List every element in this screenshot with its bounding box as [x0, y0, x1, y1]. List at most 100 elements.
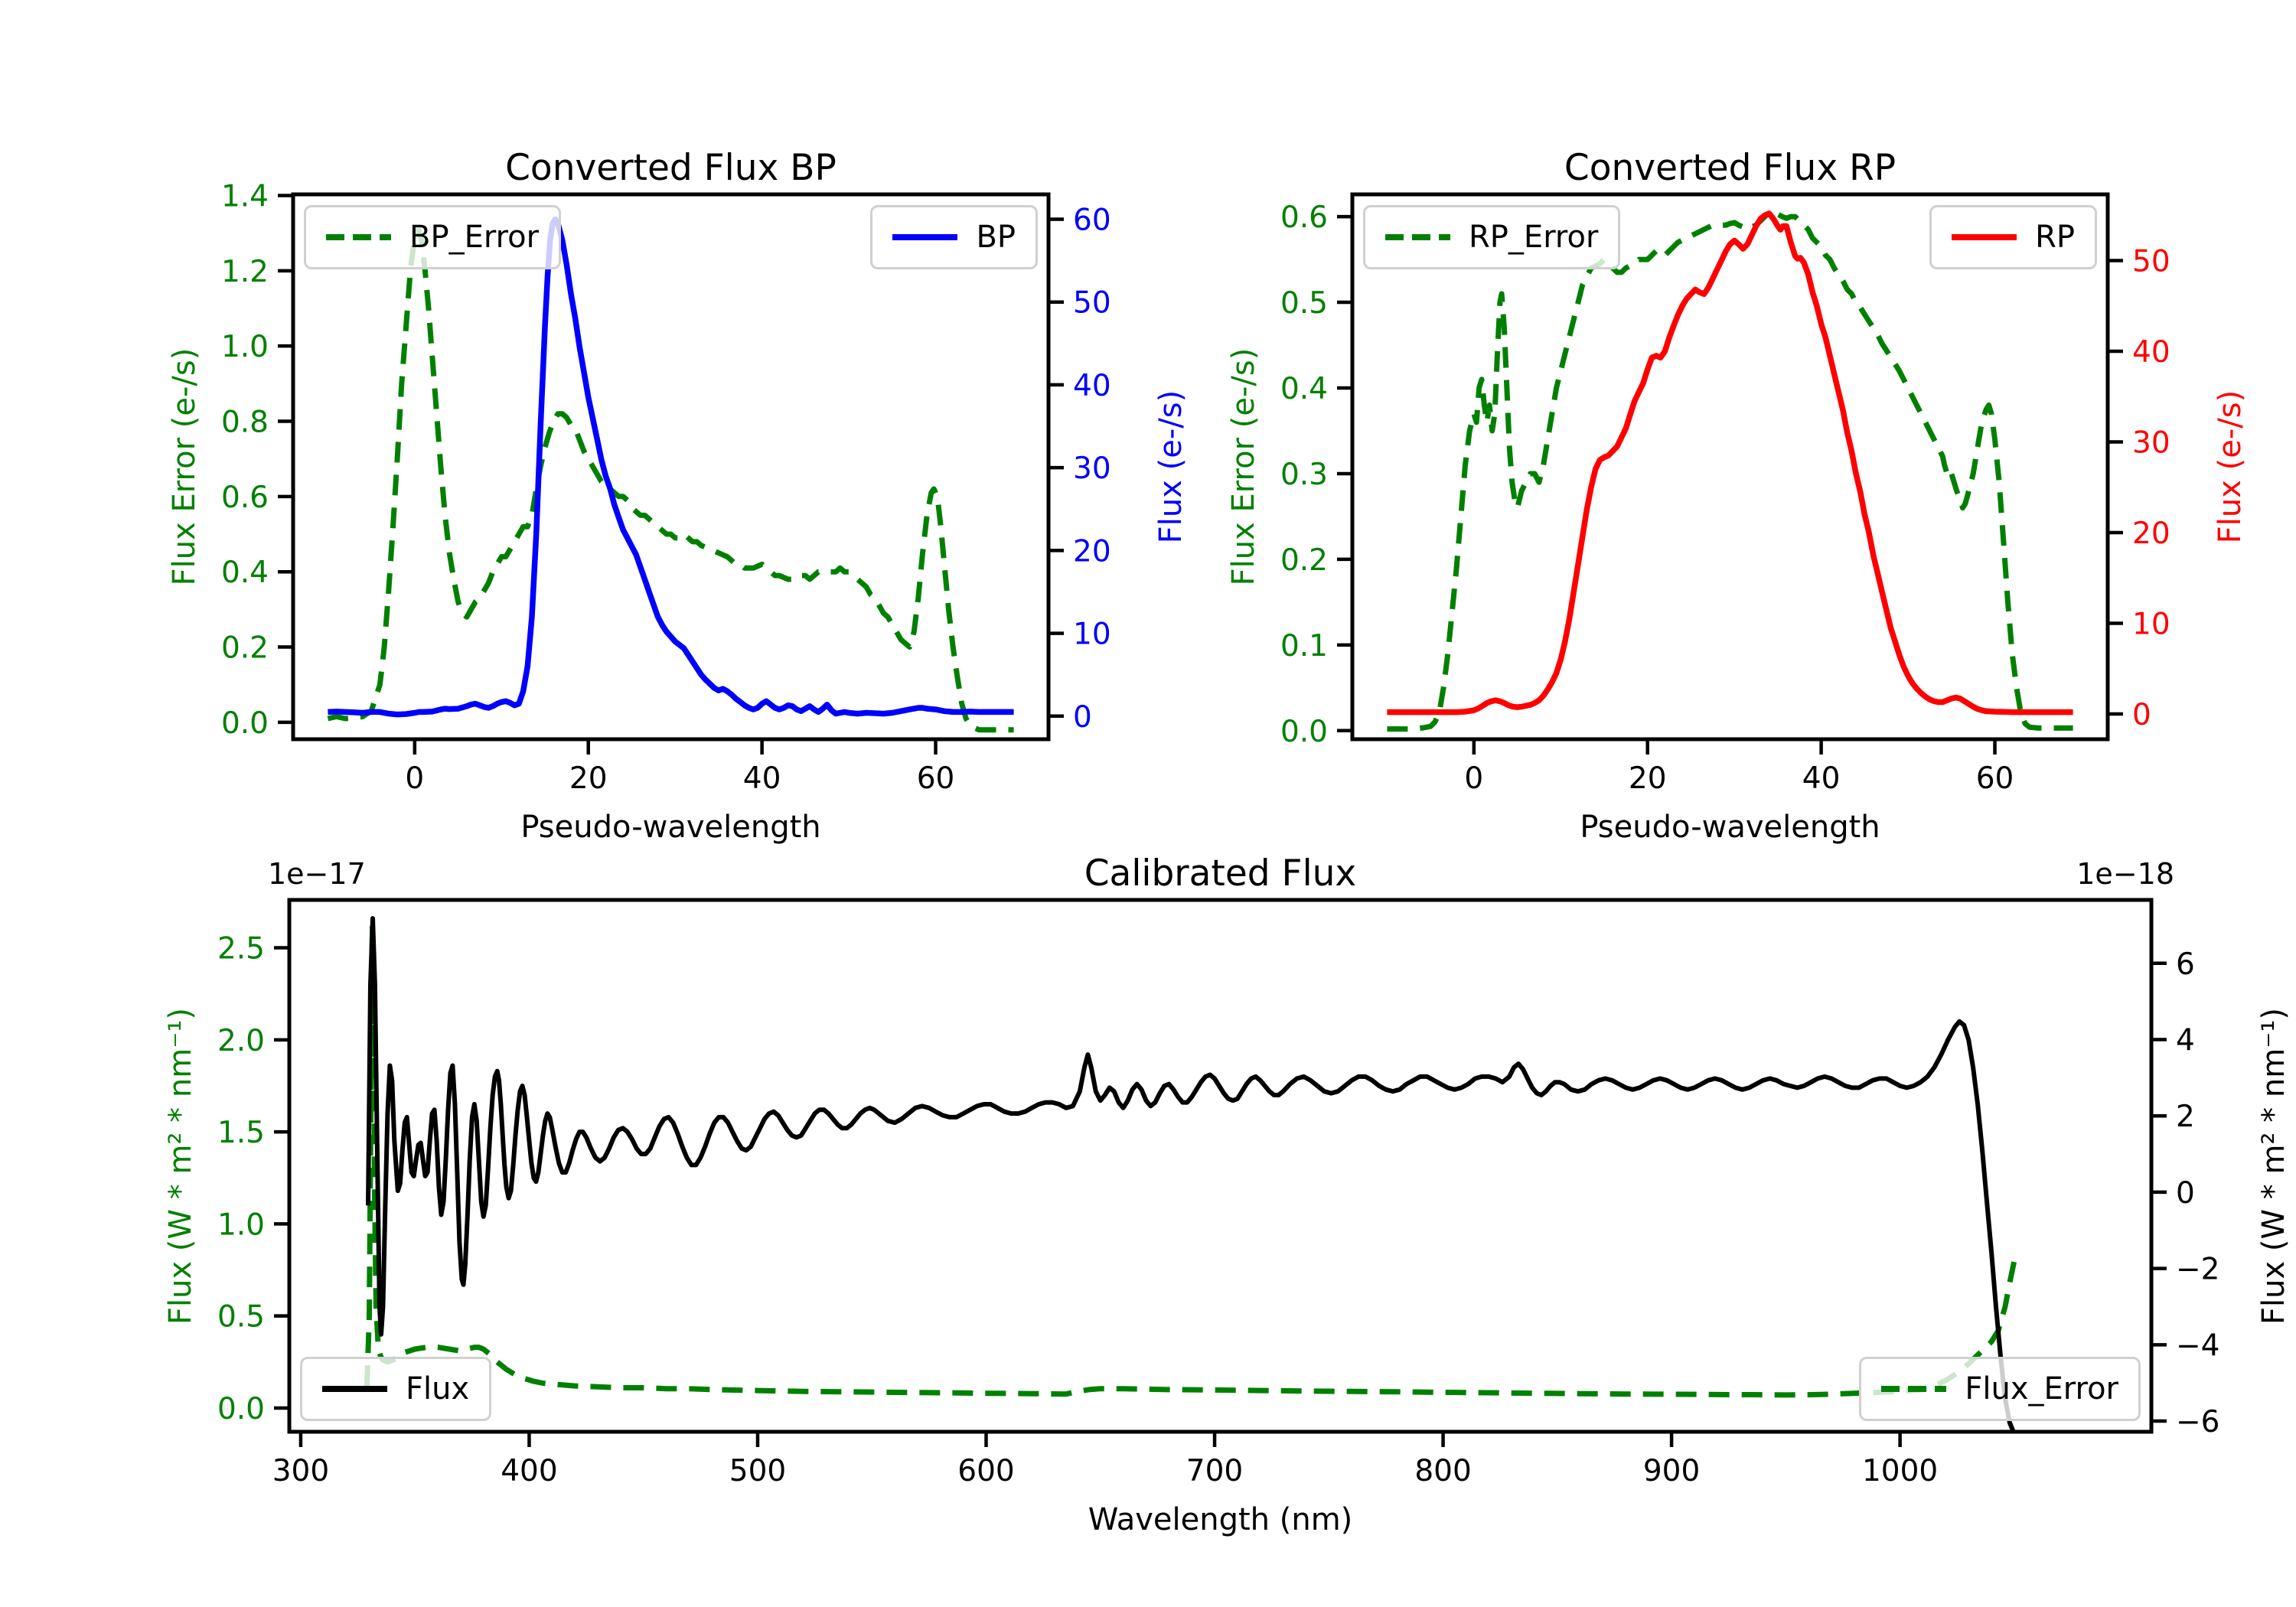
y-tick-label-right: 6 — [2176, 947, 2195, 982]
x-tick-label: 0 — [405, 761, 424, 796]
y-tick-label-left: 0.4 — [221, 556, 269, 590]
chart-bp-title: Converted Flux BP — [505, 147, 837, 189]
y-tick-label-right: −6 — [2176, 1405, 2220, 1439]
axes-spines — [1350, 192, 2110, 742]
legend-flux-error: Flux_Error — [1859, 1357, 2141, 1421]
x-tick-label: 600 — [957, 1454, 1014, 1488]
y-tick-label-left: 0.0 — [221, 706, 269, 741]
y-tick-label-left: 0.2 — [221, 631, 269, 666]
x-tick-label: 40 — [743, 761, 781, 796]
chart-bp-ylabel-right: Flux (e-/s) — [1153, 390, 1189, 544]
series-bp — [328, 216, 1014, 718]
y-tick-label-left: 0.0 — [1280, 715, 1328, 749]
y-tick-label-left: 0.2 — [1280, 543, 1328, 578]
y-tick-label-left: 2.5 — [217, 932, 265, 966]
y-tick-label-left: 1.4 — [221, 179, 269, 214]
y-tick-label-left: 1.0 — [217, 1208, 265, 1242]
rp-line-sample-icon — [1952, 234, 2017, 240]
y-tick-label-right: 10 — [2132, 607, 2170, 641]
y-tick-label-left: 0.1 — [1280, 629, 1328, 663]
chart-calibrated-ylabel-left: Flux (W * m² * nm⁻¹) — [163, 1007, 198, 1325]
y-tick-label-left: 0.5 — [1280, 286, 1328, 321]
x-tick-label: 0 — [1464, 761, 1483, 796]
y-tick-label-right: 40 — [2132, 335, 2170, 370]
legend-label: BP — [976, 220, 1016, 255]
right-axis-offset-text: 1e−18 — [2076, 857, 2174, 891]
y-tick-label-left: 1.5 — [217, 1116, 265, 1150]
legend-label: RP — [2035, 220, 2075, 255]
y-tick-label-right: 2 — [2176, 1100, 2195, 1134]
chart-calibrated-xlabel: Wavelength (nm) — [1088, 1502, 1353, 1537]
y-tick-label-right: 50 — [1073, 286, 1111, 321]
y-tick-label-left: 1.0 — [221, 330, 269, 364]
y-tick-label-right: 20 — [1073, 534, 1111, 569]
series-bp_error — [327, 227, 1014, 733]
x-tick-label: 500 — [729, 1454, 786, 1488]
legend-bp: BP — [870, 205, 1038, 269]
y-tick-label-right: 30 — [2132, 425, 2170, 460]
series-group — [364, 916, 2017, 1432]
x-tick-label: 700 — [1186, 1454, 1243, 1488]
series-rp — [1387, 210, 2073, 715]
chart-bp-xlabel: Pseudo-wavelength — [520, 810, 821, 845]
y-tick-label-left: 0.8 — [221, 406, 269, 440]
x-tick-label: 800 — [1414, 1454, 1471, 1488]
chart-rp-xlabel: Pseudo-wavelength — [1580, 810, 1880, 845]
x-tick-label: 1000 — [1862, 1454, 1938, 1488]
y-tick-label-right: 0 — [2132, 698, 2151, 732]
y-tick-label-right: −2 — [2176, 1253, 2220, 1287]
legend-label: BP_Error — [409, 220, 540, 255]
y-tick-label-right: 10 — [1073, 618, 1111, 652]
x-tick-label: 60 — [917, 761, 955, 796]
legend-bp-error: BP_Error — [304, 205, 562, 269]
legend-rp: RP — [1929, 205, 2097, 269]
legend-label: RP_Error — [1469, 220, 1599, 255]
y-tick-label-right: 0 — [2176, 1176, 2195, 1211]
y-tick-label-right: 40 — [1073, 369, 1111, 403]
bp-error-line-sample-icon — [326, 234, 391, 240]
axes-spines — [287, 898, 2154, 1434]
chart-calibrated-ylabel-right: Flux (W * m² * nm⁻¹) — [2256, 1007, 2291, 1325]
y-tick-label-left: 0.4 — [1280, 372, 1328, 406]
chart-bp-ylabel-left: Flux Error (e-/s) — [167, 347, 202, 586]
y-tick-label-right: 30 — [1073, 451, 1111, 486]
y-tick-label-right: 50 — [2132, 244, 2170, 279]
series-rp_error — [1387, 207, 2073, 732]
left-axis-offset-text: 1e−17 — [268, 857, 366, 891]
x-tick-label: 400 — [501, 1454, 557, 1488]
x-tick-label: 300 — [272, 1454, 329, 1488]
series-group — [1387, 207, 2073, 732]
series-flux_error — [364, 923, 2017, 1398]
series-flux — [366, 916, 2017, 1432]
axes-spines — [291, 192, 1051, 742]
y-tick-label-left: 0.5 — [217, 1300, 265, 1335]
legend-label: Flux — [406, 1371, 470, 1407]
chart-rp-ylabel-right: Flux (e-/s) — [2213, 390, 2248, 544]
x-tick-label: 40 — [1802, 761, 1841, 796]
y-tick-label-right: 4 — [2176, 1023, 2195, 1058]
y-tick-label-left: 0.6 — [221, 481, 269, 515]
y-tick-label-left: 1.2 — [221, 255, 269, 289]
legend-label: Flux_Error — [1965, 1371, 2118, 1407]
legend-rp-error: RP_Error — [1363, 205, 1621, 269]
y-tick-label-right: 60 — [1073, 203, 1111, 237]
x-tick-label: 900 — [1643, 1454, 1700, 1488]
y-tick-label-right: −4 — [2176, 1328, 2220, 1363]
x-tick-label: 60 — [1976, 761, 2014, 796]
rp-error-line-sample-icon — [1385, 234, 1450, 240]
y-tick-label-left: 0.3 — [1280, 458, 1328, 492]
y-tick-label-left: 0.6 — [1280, 200, 1328, 235]
y-tick-label-left: 0.0 — [217, 1392, 265, 1426]
x-tick-label: 20 — [1629, 761, 1667, 796]
bp-line-sample-icon — [892, 234, 958, 240]
y-tick-label-left: 2.0 — [217, 1024, 265, 1058]
flux-line-sample-icon — [322, 1386, 387, 1392]
y-tick-label-right: 20 — [2132, 517, 2170, 551]
flux-error-line-sample-icon — [1881, 1386, 1947, 1392]
y-tick-label-right: 0 — [1073, 700, 1092, 735]
chart-rp-title: Converted Flux RP — [1564, 147, 1896, 189]
chart-calibrated-title: Calibrated Flux — [1084, 852, 1357, 895]
legend-flux: Flux — [300, 1357, 492, 1421]
